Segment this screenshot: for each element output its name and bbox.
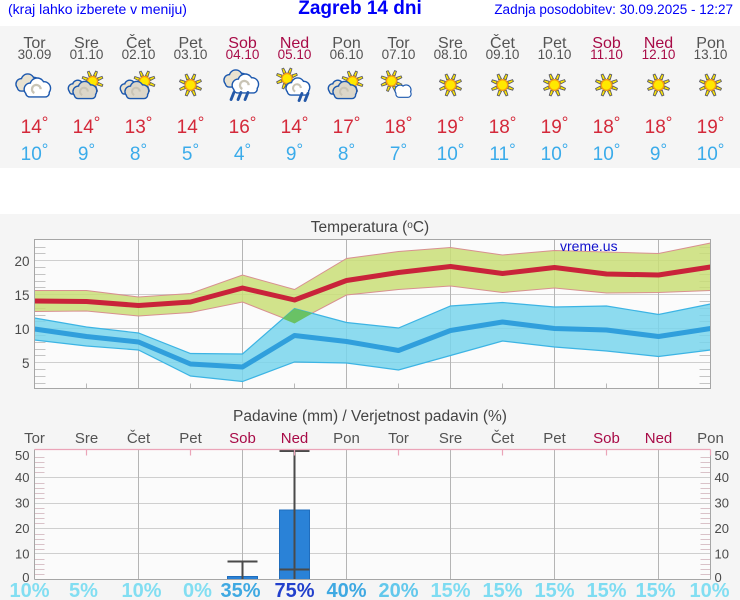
svg-text:10%: 10% [121,580,161,600]
svg-text:Ned: Ned [281,430,309,447]
svg-text:30: 30 [15,496,29,511]
svg-text:15%: 15% [430,580,470,600]
svg-text:20: 20 [14,254,29,269]
svg-text:35%: 35% [220,580,260,600]
svg-text:Pet: Pet [543,430,566,447]
svg-text:Pon: Pon [697,430,724,447]
svg-text:75%: 75% [274,580,314,600]
svg-text:15%: 15% [482,580,522,600]
svg-text:5%: 5% [69,580,98,600]
svg-text:0: 0 [22,570,29,585]
svg-text:15%: 15% [534,580,574,600]
svg-text:Sob: Sob [229,430,256,447]
svg-text:Čet: Čet [491,430,515,447]
svg-text:0: 0 [715,570,722,585]
svg-text:10: 10 [14,322,29,337]
svg-text:Sre: Sre [439,430,462,447]
svg-text:50: 50 [715,448,729,463]
svg-text:Tor: Tor [388,430,409,447]
svg-text:30: 30 [715,496,729,511]
svg-text:20: 20 [715,521,729,536]
svg-text:40%: 40% [326,580,366,600]
svg-text:20%: 20% [378,580,418,600]
svg-text:Ned: Ned [645,430,673,447]
svg-text:Tor: Tor [24,430,45,447]
svg-text:10%: 10% [689,580,729,600]
svg-text:40: 40 [715,470,729,485]
svg-text:Čet: Čet [127,430,151,447]
svg-text:15%: 15% [586,580,626,600]
svg-text:Sob: Sob [593,430,620,447]
svg-text:5: 5 [22,356,30,371]
svg-text:15%: 15% [635,580,675,600]
svg-text:15: 15 [14,288,29,303]
svg-text:0%: 0% [183,580,212,600]
svg-text:40: 40 [15,470,29,485]
svg-text:10: 10 [15,547,29,562]
svg-text:20: 20 [15,521,29,536]
svg-text:10: 10 [715,547,729,562]
svg-text:Sre: Sre [75,430,98,447]
svg-text:50: 50 [15,448,29,463]
svg-text:Pon: Pon [333,430,360,447]
svg-text:10%: 10% [9,580,49,600]
svg-text:Pet: Pet [179,430,202,447]
svg-text:vreme.us: vreme.us [560,238,618,254]
